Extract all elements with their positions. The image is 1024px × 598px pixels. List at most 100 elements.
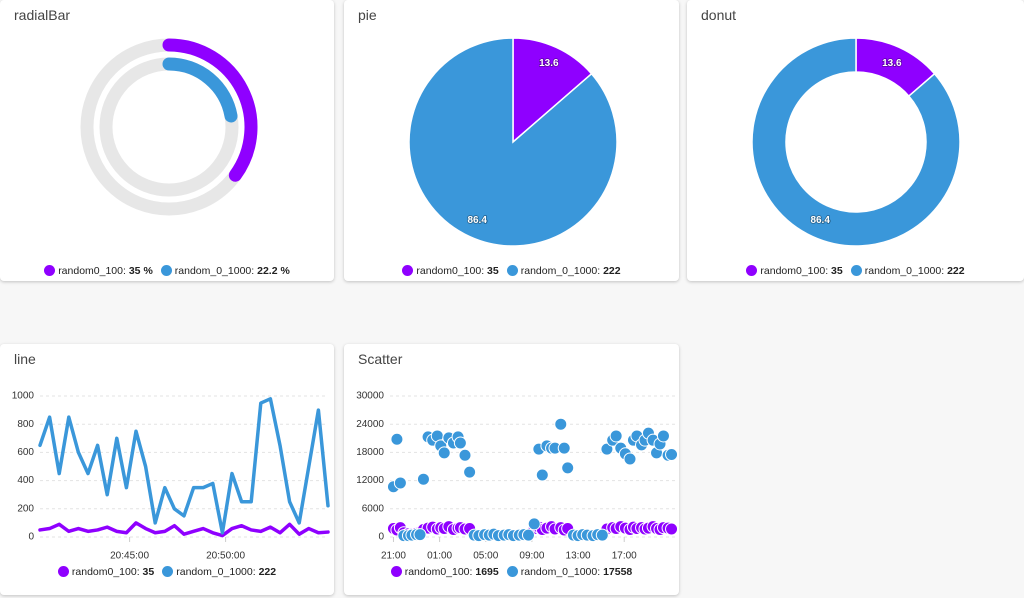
- legend-item: random0_10035: [746, 265, 843, 277]
- legend-value: 35 %: [128, 265, 153, 277]
- scatter-point: [390, 432, 404, 446]
- legend-marker: [390, 566, 402, 577]
- scatter-point: [554, 417, 568, 431]
- scatter-point: [521, 528, 535, 542]
- y-tick-label: 24000: [356, 419, 384, 430]
- legend-value: 35: [142, 566, 155, 578]
- x-tick-label: 20:45:00: [110, 551, 149, 562]
- legend-label: random_0_1000: [865, 265, 947, 277]
- x-tick-label: 09:00: [519, 551, 544, 562]
- scatter-point: [463, 465, 477, 479]
- legend-value: 222: [947, 265, 965, 277]
- chart: 13.6 86.4: [751, 37, 961, 247]
- y-tick-label: 30000: [356, 391, 384, 402]
- legend-label: random0_100: [760, 265, 831, 277]
- legend: random0_10035 % random_0_100022.2 %: [0, 265, 334, 277]
- scatter-point: [527, 517, 541, 531]
- scatter-point: [665, 522, 679, 536]
- card: radialBar random0_10035 % random_0_100022…: [0, 0, 334, 281]
- y-tick-label: 12000: [356, 475, 384, 486]
- legend-item: random0_10035 %: [44, 265, 153, 277]
- scatter-point: [393, 476, 407, 490]
- legend-label: random0_100: [58, 265, 129, 277]
- card: pie 13.6 86.4 random0_10035 random_0_10002…: [344, 0, 679, 281]
- legend-marker: [162, 566, 174, 577]
- legend-marker: [506, 566, 518, 577]
- x-tick-label: 21:00: [381, 551, 406, 562]
- legend-value: 222: [603, 265, 621, 277]
- legend-item: random_0_1000222: [162, 566, 276, 578]
- data-label: 86.4: [810, 215, 830, 226]
- scatter-point: [557, 441, 571, 455]
- y-tick-label: 0: [28, 532, 34, 543]
- card-title: line: [14, 351, 36, 367]
- y-tick-label: 600: [17, 447, 34, 458]
- legend-item: random0_10035: [402, 265, 499, 277]
- legend-marker: [57, 566, 69, 577]
- card: Scatter 0 6000 12000 18000 24000 30000 21:00 01…: [344, 344, 679, 595]
- scatter-point: [458, 448, 472, 462]
- legend-label: random_0_1000: [521, 566, 603, 578]
- legend: random0_10035 random_0_1000222: [0, 566, 334, 578]
- scatter-point: [665, 447, 679, 461]
- legend-item: random_0_100022.2 %: [160, 265, 290, 277]
- y-tick-label: 800: [17, 419, 34, 430]
- data-label: 13.6: [539, 58, 559, 69]
- x-tick-label: 01:00: [427, 551, 452, 562]
- legend-label: random0_100: [416, 265, 487, 277]
- scatter-point: [656, 429, 670, 443]
- chart: 0 200 400 600 800 1000 20:45:00 20:50:00: [12, 391, 330, 562]
- slice: [751, 37, 961, 247]
- legend-label: random_0_1000: [521, 265, 603, 277]
- y-tick-label: 1000: [12, 391, 35, 402]
- scatter-point: [609, 429, 623, 443]
- y-tick-label: 0: [378, 532, 384, 543]
- legend-item: random_0_1000222: [506, 265, 621, 277]
- radial-bar: [162, 38, 258, 182]
- scatter-point: [416, 472, 430, 486]
- legend-label: random0_100: [405, 566, 476, 578]
- data-label: 13.6: [882, 58, 902, 69]
- card-title: donut: [701, 7, 737, 23]
- card-title: pie: [358, 7, 377, 23]
- legend-marker: [44, 265, 56, 276]
- legend: random0_10035 random_0_1000222: [344, 265, 679, 277]
- legend-value: 35: [831, 265, 843, 277]
- legend-label: random0_100: [72, 566, 143, 578]
- legend-value: 22.2 %: [257, 265, 290, 277]
- card: donut 13.6 86.4 random0_10035 random_0_100…: [687, 0, 1024, 281]
- x-tick-label: 17:00: [612, 551, 637, 562]
- legend-item: random0_1001695: [390, 566, 499, 578]
- x-tick-label: 20:50:00: [206, 551, 245, 562]
- legend-item: random_0_100017558: [506, 566, 632, 578]
- legend-value: 35: [487, 265, 499, 277]
- slice: [512, 37, 593, 144]
- scatter-point: [561, 461, 575, 475]
- scatter-point: [437, 446, 451, 460]
- x-tick-label: 05:00: [473, 551, 498, 562]
- slice: [408, 37, 618, 247]
- legend-value: 1695: [475, 566, 499, 578]
- legend-item: random_0_1000222: [850, 265, 965, 277]
- radial-bar: [162, 57, 238, 123]
- legend-label: random_0_1000: [176, 566, 258, 578]
- y-tick-label: 6000: [362, 503, 385, 514]
- line-series: [38, 521, 330, 538]
- y-tick-label: 400: [17, 475, 34, 486]
- card: line 0 200 400 600 800 1000 20:45:00 20:50:00 r…: [0, 344, 334, 595]
- legend-value: 222: [258, 566, 277, 578]
- legend: random0_10035 random_0_1000222: [687, 265, 1024, 277]
- legend-item: random0_10035: [57, 566, 155, 578]
- y-tick-label: 18000: [356, 447, 384, 458]
- scatter-point: [535, 468, 549, 482]
- chart: [80, 38, 258, 216]
- chart: 13.6 86.4: [408, 37, 618, 247]
- legend-marker: [506, 265, 518, 276]
- line-series: [38, 397, 330, 535]
- scatter-point: [413, 528, 427, 542]
- legend: random0_1001695 random_0_100017558: [344, 566, 679, 578]
- x-tick-label: 13:00: [566, 551, 591, 562]
- card-title: Scatter: [358, 351, 403, 367]
- scatter-point: [453, 436, 467, 450]
